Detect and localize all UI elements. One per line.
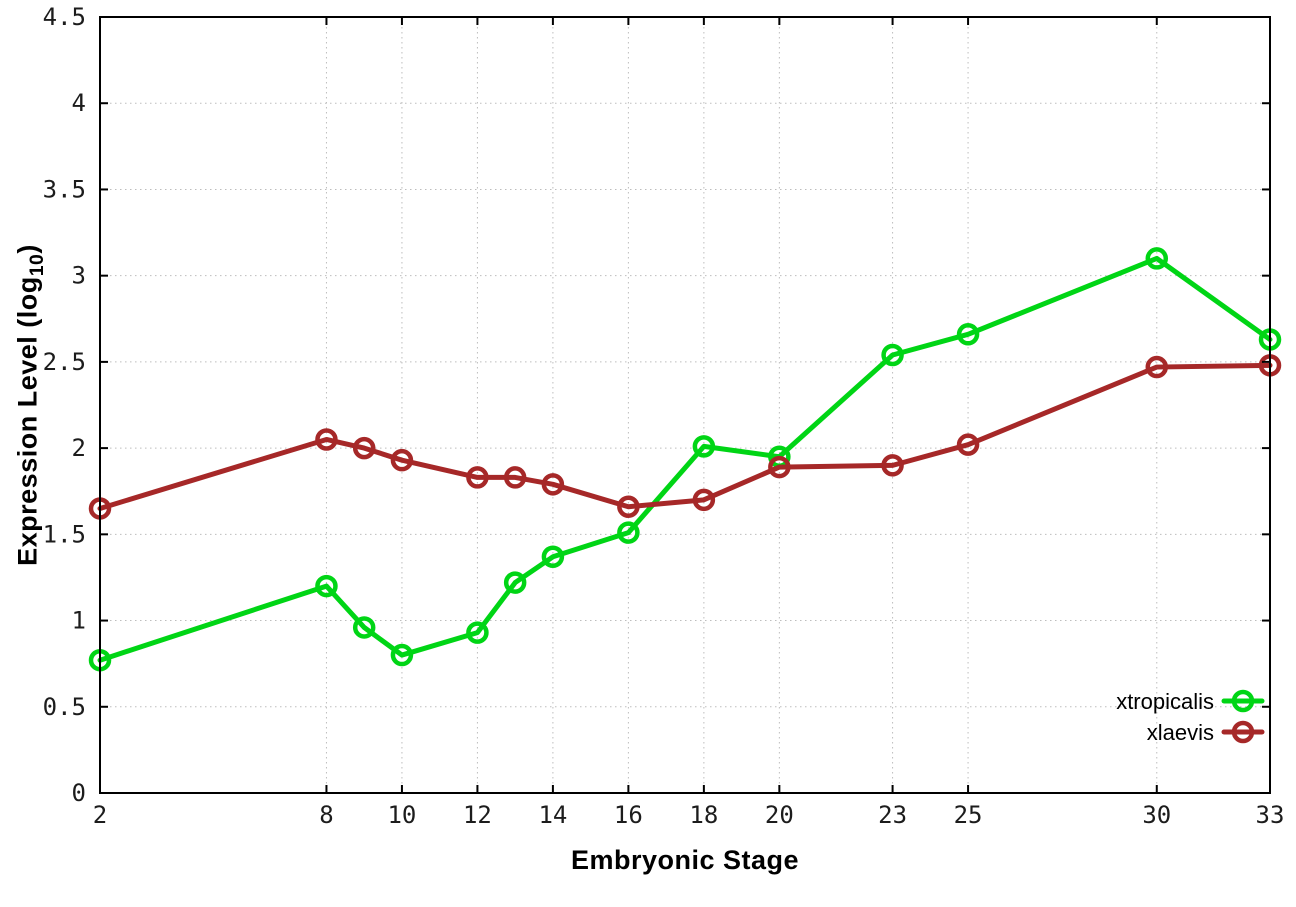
data-point-xlaevis <box>541 473 565 496</box>
plot-border <box>99 16 1271 794</box>
data-point-xlaevis <box>956 433 980 456</box>
y-tick-label: 2 <box>72 434 86 462</box>
series-line-xtropicalis <box>97 255 1273 663</box>
data-point-xtropicalis <box>617 521 640 544</box>
y-tick-label: 3 <box>72 262 86 290</box>
data-point-xlaevis <box>768 455 791 479</box>
y-axis-title-subscript: 10 <box>25 253 48 277</box>
y-tick-label: 2.5 <box>43 348 86 376</box>
y-tick-label: 3.5 <box>43 175 86 203</box>
x-tick-label: 2 <box>93 801 107 829</box>
x-tick-label: 8 <box>319 801 333 829</box>
data-point-xtropicalis <box>503 571 527 594</box>
legend-label-xtropicalis: xtropicalis <box>1116 689 1214 714</box>
x-tick-label: 20 <box>765 801 794 829</box>
data-point-xtropicalis <box>541 545 565 569</box>
data-point-xlaevis <box>503 466 527 489</box>
data-point-xtropicalis <box>692 435 716 458</box>
x-tick-label: 30 <box>1142 801 1171 829</box>
data-point-xtropicalis <box>881 343 904 367</box>
y-tick-label: 4 <box>72 89 86 117</box>
y-axis-title-suffix: ) <box>12 244 43 254</box>
x-tick-label: 18 <box>689 801 718 829</box>
x-tick-label: 10 <box>387 801 416 829</box>
data-point-xtropicalis <box>315 574 338 598</box>
data-point-xlaevis <box>881 454 904 477</box>
x-tick-label: 25 <box>954 801 983 829</box>
data-point-xtropicalis <box>956 323 980 346</box>
data-point-xlaevis <box>1145 355 1169 379</box>
x-tick-label: 23 <box>878 801 907 829</box>
y-tick-label: 1 <box>72 607 86 635</box>
y-tick-label: 4.5 <box>43 3 86 31</box>
data-point-xtropicalis <box>352 616 376 639</box>
data-point-xlaevis <box>390 448 414 472</box>
data-point-xlaevis <box>315 428 338 451</box>
y-tick-label: 0 <box>72 779 86 807</box>
x-tick-label: 14 <box>538 801 567 829</box>
x-axis-title: Embryonic Stage <box>570 845 800 875</box>
y-axis-title-text: Expression Level (log <box>12 276 43 566</box>
legend-marker-xlaevis <box>1231 720 1255 744</box>
data-point-xtropicalis <box>390 643 414 667</box>
data-point-xlaevis <box>352 436 376 460</box>
data-point-xlaevis <box>692 488 716 512</box>
y-tick-label: 1.5 <box>43 520 86 548</box>
data-point-xtropicalis <box>1145 247 1169 270</box>
data-point-xlaevis <box>617 495 640 518</box>
x-tick-label: 16 <box>614 801 643 829</box>
y-axis-title: Expression Level (log10) <box>12 244 48 566</box>
series-line-xlaevis <box>97 362 1273 511</box>
legend-label-xlaevis: xlaevis <box>1147 720 1214 745</box>
x-tick-label: 33 <box>1256 801 1285 829</box>
y-tick-label: 0.5 <box>43 693 86 721</box>
data-point-xlaevis <box>466 466 489 489</box>
data-point-xtropicalis <box>466 621 489 644</box>
x-tick-label: 12 <box>463 801 492 829</box>
legend-marker-xtropicalis <box>1231 689 1255 713</box>
